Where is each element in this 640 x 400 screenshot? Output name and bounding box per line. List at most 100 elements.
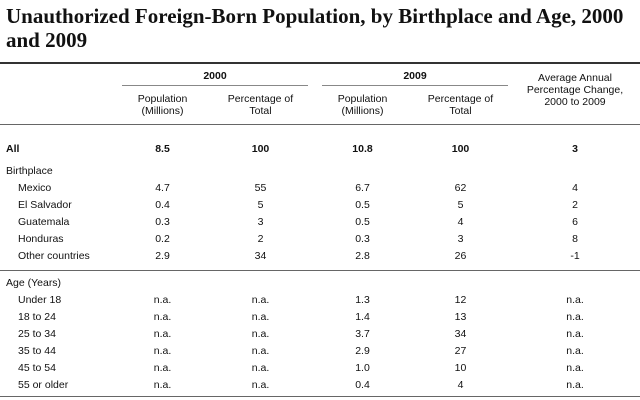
cell-change: n.a.: [566, 345, 584, 357]
cell-change: n.a.: [566, 294, 584, 306]
cell-pop2009: 1.4: [355, 311, 370, 323]
cell-pct2009: 26: [454, 250, 467, 262]
table-row: Other countries 2.9 34 2.8 26 -1: [0, 250, 640, 264]
cell-pct2000: 100: [251, 143, 270, 155]
cell-pop2000: 0.4: [155, 199, 170, 211]
cell-change: -1: [570, 250, 580, 262]
cell-pct2000: 3: [257, 216, 264, 228]
cell-change: 6: [572, 216, 578, 228]
cell-pct2009: 4: [457, 216, 464, 228]
row-label: 35 to 44: [18, 345, 56, 357]
cell-pct2000: n.a.: [251, 345, 270, 357]
row-label: 45 to 54: [18, 362, 56, 374]
row-label: 25 to 34: [18, 328, 56, 340]
cell-pop2000: n.a.: [153, 294, 172, 306]
cell-pct2000: n.a.: [251, 379, 270, 391]
table-row: Guatemala 0.3 3 0.5 4 6: [0, 216, 640, 230]
cell-pct2009: 3: [457, 233, 464, 245]
row-label: Guatemala: [18, 216, 70, 228]
table-row-all: All 8.5 100 10.8 100 3: [0, 143, 640, 157]
cell-change: 3: [572, 143, 578, 155]
col-header-pct2009: Percentage of Total: [427, 93, 494, 117]
cell-pop2009: 3.7: [355, 328, 370, 340]
cell-pct2009: 12: [454, 294, 467, 306]
table-row: Under 18 n.a. n.a. 1.3 12 n.a.: [0, 294, 640, 308]
cell-pct2000: 5: [257, 199, 264, 211]
row-label: Under 18: [18, 294, 62, 306]
cell-pop2009: 1.3: [355, 294, 370, 306]
row-label: All: [6, 143, 20, 155]
section-heading-birthplace: Birthplace: [6, 165, 53, 177]
table-title: Unauthorized Foreign-Born Population, by…: [6, 4, 624, 52]
cell-pop2009: 0.4: [355, 379, 370, 391]
cell-pct2000: n.a.: [251, 311, 270, 323]
table-row: El Salvador 0.4 5 0.5 5 2: [0, 199, 640, 213]
cell-pop2009: 1.0: [355, 362, 370, 374]
cell-pct2009: 62: [454, 182, 467, 194]
cell-change: n.a.: [566, 328, 584, 340]
cell-pct2000: n.a.: [251, 294, 270, 306]
cell-change: 2: [572, 199, 578, 211]
bottom-rule: [0, 396, 640, 397]
cell-pop2000: n.a.: [153, 345, 172, 357]
cell-change: n.a.: [566, 362, 584, 374]
cell-pct2009: 10: [454, 362, 467, 374]
cell-pop2009: 0.5: [355, 216, 370, 228]
table-row: 35 to 44 n.a. n.a. 2.9 27 n.a.: [0, 345, 640, 359]
table-row: 55 or older n.a. n.a. 0.4 4 n.a.: [0, 379, 640, 393]
cell-change: n.a.: [566, 379, 584, 391]
cell-pct2009: 34: [454, 328, 467, 340]
table-row: Mexico 4.7 55 6.7 62 4: [0, 182, 640, 196]
cell-pop2000: n.a.: [153, 311, 172, 323]
cell-pct2009: 27: [454, 345, 467, 357]
row-label: 18 to 24: [18, 311, 56, 323]
cell-pct2000: 34: [254, 250, 267, 262]
header-rule: [0, 124, 640, 125]
cell-pop2009: 0.5: [355, 199, 370, 211]
table-row: 18 to 24 n.a. n.a. 1.4 13 n.a.: [0, 311, 640, 325]
group-rule-2000: [122, 85, 308, 86]
cell-pct2000: n.a.: [251, 328, 270, 340]
row-label: Honduras: [18, 233, 64, 245]
cell-pop2009: 2.8: [355, 250, 370, 262]
cell-pct2000: n.a.: [251, 362, 270, 374]
cell-pop2000: n.a.: [153, 379, 172, 391]
col-header-change: Average Annual Percentage Change, 2000 t…: [526, 72, 624, 108]
cell-pct2000: 55: [254, 182, 267, 194]
section-heading-age: Age (Years): [6, 277, 62, 289]
section-rule: [0, 270, 640, 271]
row-label: 55 or older: [18, 379, 69, 391]
cell-pct2009: 5: [457, 199, 464, 211]
row-label: Mexico: [18, 182, 52, 194]
cell-pop2000: n.a.: [153, 328, 172, 340]
cell-pop2009: 0.3: [355, 233, 370, 245]
cell-change: 4: [572, 182, 578, 194]
group-header-2000: 2000: [203, 70, 227, 82]
row-label: El Salvador: [18, 199, 72, 211]
cell-pop2000: 8.5: [155, 143, 170, 155]
cell-pop2000: 2.9: [155, 250, 170, 262]
cell-change: 8: [572, 233, 578, 245]
cell-pct2009: 13: [454, 311, 467, 323]
table-row: 45 to 54 n.a. n.a. 1.0 10 n.a.: [0, 362, 640, 376]
cell-pop2009: 6.7: [355, 182, 370, 194]
cell-pop2000: 4.7: [155, 182, 170, 194]
cell-pct2000: 2: [257, 233, 264, 245]
cell-pop2000: 0.3: [155, 216, 170, 228]
cell-change: n.a.: [566, 311, 584, 323]
col-header-pop2000: Population (Millions): [137, 93, 188, 117]
row-label: Other countries: [18, 250, 90, 262]
cell-pop2000: n.a.: [153, 362, 172, 374]
top-rule: [0, 62, 640, 64]
cell-pop2000: 0.2: [155, 233, 170, 245]
cell-pop2009: 2.9: [355, 345, 370, 357]
table-row: 25 to 34 n.a. n.a. 3.7 34 n.a.: [0, 328, 640, 342]
cell-pop2009: 10.8: [352, 143, 373, 155]
col-header-pct2000: Percentage of Total: [227, 93, 294, 117]
table-row: Honduras 0.2 2 0.3 3 8: [0, 233, 640, 247]
cell-pct2009: 100: [451, 143, 470, 155]
cell-pct2009: 4: [457, 379, 464, 391]
group-rule-2009: [322, 85, 508, 86]
group-header-2009: 2009: [403, 70, 427, 82]
col-header-pop2009: Population (Millions): [337, 93, 388, 117]
